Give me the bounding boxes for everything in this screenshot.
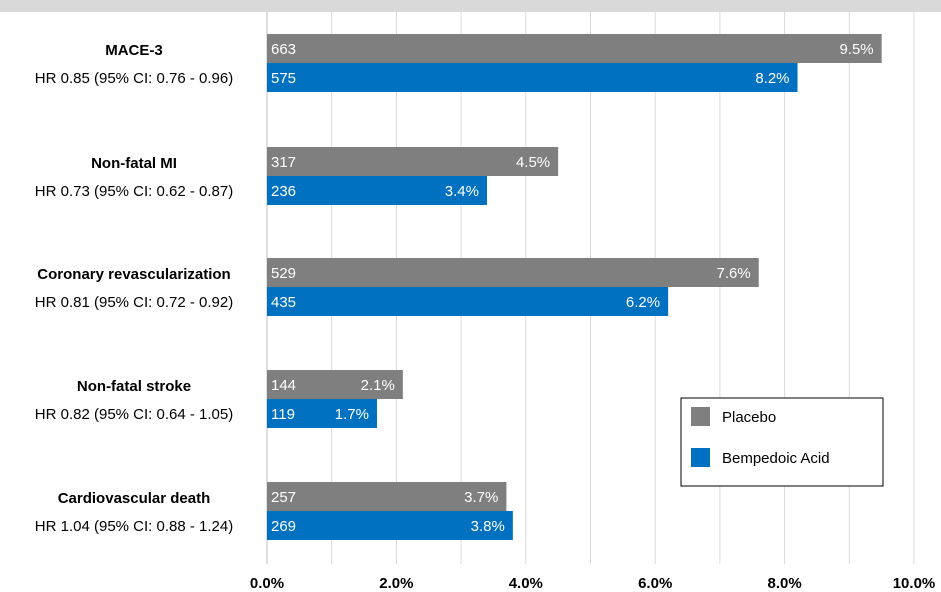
bar [267,63,798,92]
x-tick-label: 0.0% [250,575,284,592]
bar [267,176,487,205]
bar [267,511,513,540]
bar-value-label: 1.7% [335,406,369,423]
bar-count-label: 663 [271,41,296,58]
category-title: Non-fatal stroke [77,378,191,395]
bar-count-label: 317 [271,154,296,171]
x-tick-label: 6.0% [638,575,672,592]
bar-count-label: 236 [271,183,296,200]
bar-value-label: 3.4% [445,183,479,200]
category-labels: MACE-3 HR 0.85 (95% CI: 0.76 - 0.96) Non-f… [35,42,233,535]
bar-value-label: 6.2% [626,294,660,311]
bar-count-label: 144 [271,377,296,394]
x-tick-label: 8.0% [767,575,801,592]
category-hazard-ratio: HR 0.73 (95% CI: 0.62 - 0.87) [35,183,233,200]
bar-series: 663 9.5% 317 4.5% 529 7.6% 144 2.1% 257 3.7% 575 8.… [267,34,882,540]
bar-value-label: 4.5% [516,154,550,171]
bar-count-label: 257 [271,489,296,506]
bar-count-label: 269 [271,518,296,535]
bar-value-label: 3.7% [464,489,498,506]
bar [267,147,559,176]
bar [267,399,377,428]
bar [267,34,882,63]
bar-count-label: 575 [271,70,296,87]
category-hazard-ratio: HR 0.82 (95% CI: 0.64 - 1.05) [35,406,233,423]
bar-count-label: 119 [271,406,295,423]
category-title: Cardiovascular death [58,490,211,507]
legend-swatch-placebo [691,407,710,426]
bar-value-label: 3.8% [471,518,505,535]
bar-value-label: 8.2% [755,70,789,87]
legend-box [680,397,884,487]
bar-value-label: 2.1% [361,377,395,394]
x-tick-label: 2.0% [379,575,413,592]
x-tick-label: 10.0% [893,575,936,592]
legend: Placebo Bempedoic Acid [680,397,884,487]
legend-swatch-bempedoic-acid [691,448,710,467]
bar [267,482,507,511]
bar-count-label: 435 [271,294,296,311]
category-hazard-ratio: HR 0.85 (95% CI: 0.76 - 0.96) [35,70,233,87]
bar-value-label: 9.5% [839,41,873,58]
category-hazard-ratio: HR 0.81 (95% CI: 0.72 - 0.92) [35,294,233,311]
bar [267,258,759,287]
legend-label-placebo: Placebo [722,409,776,426]
bar-count-label: 529 [271,265,296,282]
x-axis-ticks: 0.0% 2.0% 4.0% 6.0% 8.0% 10.0% [250,575,935,592]
category-hazard-ratio: HR 1.04 (95% CI: 0.88 - 1.24) [35,518,233,535]
category-title: Non-fatal MI [91,155,177,172]
category-title: Coronary revascularization [37,266,230,283]
top-border-strip [0,0,941,12]
legend-label-bempedoic-acid: Bempedoic Acid [722,450,830,467]
bar-value-label: 7.6% [717,265,751,282]
bar [267,370,403,399]
x-tick-label: 4.0% [509,575,543,592]
bar [267,287,669,316]
category-title: MACE-3 [105,42,163,59]
